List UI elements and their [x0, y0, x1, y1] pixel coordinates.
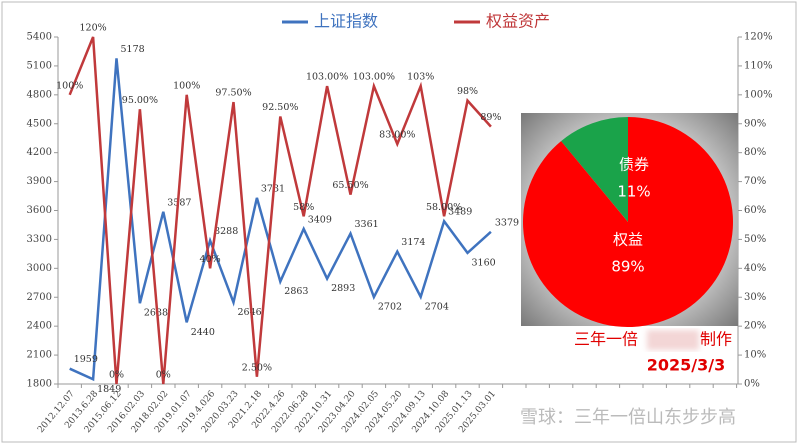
- data-label: 103.00%: [353, 72, 395, 83]
- y2-tick-label: 50%: [744, 234, 766, 245]
- pie-slice: [561, 117, 628, 222]
- data-label: 3174: [401, 237, 425, 248]
- data-label: 2893: [331, 283, 355, 294]
- y2-tick-label: 40%: [744, 263, 766, 274]
- y-tick-label: 3600: [27, 205, 52, 216]
- y-tick-label: 4500: [27, 118, 52, 129]
- legend-label: 上证指数: [314, 12, 378, 31]
- watermark: 雪球：三年一倍山东步步高: [520, 407, 736, 428]
- data-label: 58.00%: [426, 202, 462, 213]
- data-label: 2702: [378, 302, 402, 313]
- credit-text: 制作: [700, 330, 732, 349]
- blurred-area: [647, 330, 699, 350]
- data-label: 2704: [425, 301, 449, 312]
- y2-tick-label: 30%: [744, 292, 766, 303]
- data-label: 3160: [472, 257, 496, 268]
- y2-tick-label: 70%: [744, 176, 766, 187]
- y-tick-label: 5400: [27, 32, 52, 43]
- data-label: 95.00%: [122, 95, 158, 106]
- pie-value: 11%: [617, 183, 650, 201]
- y-tick-label: 3000: [27, 263, 52, 274]
- data-label: 1959: [74, 354, 98, 365]
- data-label: 98%: [457, 86, 478, 97]
- pie-label: 权益: [613, 231, 643, 249]
- data-label: 58%: [293, 202, 314, 213]
- y2-tick-label: 100%: [744, 89, 773, 100]
- data-label: 5178: [121, 44, 145, 55]
- y2-tick-label: 20%: [744, 321, 766, 332]
- data-label: 2638: [144, 308, 168, 319]
- data-label: 92.50%: [262, 102, 298, 113]
- data-label: 2863: [284, 286, 308, 297]
- series-line: [68, 36, 492, 385]
- pie-value: 89%: [611, 258, 644, 276]
- y2-tick-label: 0%: [744, 379, 760, 390]
- y-tick-label: 3900: [27, 176, 52, 187]
- y-tick-label: 3300: [27, 234, 52, 245]
- data-label: 103.00%: [306, 72, 348, 83]
- y-tick-label: 2400: [27, 321, 52, 332]
- data-label: 1849: [97, 384, 121, 395]
- data-label: 120%: [80, 23, 107, 34]
- data-label: 0%: [109, 370, 124, 381]
- series-line: [69, 58, 492, 382]
- y-tick-label: 4200: [27, 147, 52, 158]
- data-label: 3361: [355, 219, 379, 230]
- data-label: 3409: [308, 214, 332, 225]
- y2-tick-label: 80%: [744, 147, 766, 158]
- data-label: 100%: [173, 80, 200, 91]
- data-label: 3587: [167, 197, 191, 208]
- y-tick-label: 1800: [27, 379, 52, 390]
- data-label: 3489: [448, 207, 472, 218]
- data-label: 83.00%: [379, 129, 415, 140]
- y-tick-label: 4800: [27, 89, 52, 100]
- data-label: 89%: [480, 112, 501, 123]
- data-label: 2646: [238, 307, 262, 318]
- data-label: 2440: [191, 327, 215, 338]
- data-label: 40%: [200, 254, 221, 265]
- y2-tick-label: 90%: [744, 118, 766, 129]
- y-tick-label: 2100: [27, 350, 52, 361]
- pie-label: 债券: [619, 156, 649, 174]
- date-text: 2025/3/3: [647, 356, 725, 375]
- data-label: 100%: [56, 80, 83, 91]
- y-tick-label: 2700: [27, 292, 52, 303]
- legend-label: 权益资产: [486, 12, 550, 31]
- data-label: 3288: [214, 226, 238, 237]
- data-label: 3379: [495, 217, 519, 228]
- data-label: 97.50%: [215, 88, 251, 99]
- data-label: 0%: [156, 370, 171, 381]
- data-label: 2.50%: [242, 362, 272, 373]
- data-label: 103%: [407, 72, 434, 83]
- pie-slice: [523, 117, 734, 327]
- y2-tick-label: 120%: [744, 32, 773, 43]
- y2-tick-label: 60%: [744, 205, 766, 216]
- data-label: 65.50%: [332, 180, 368, 191]
- y2-tick-label: 110%: [744, 60, 773, 71]
- y2-tick-label: 10%: [744, 350, 766, 361]
- credit-text: 三年一倍: [574, 330, 638, 349]
- y-tick-label: 5100: [27, 60, 52, 71]
